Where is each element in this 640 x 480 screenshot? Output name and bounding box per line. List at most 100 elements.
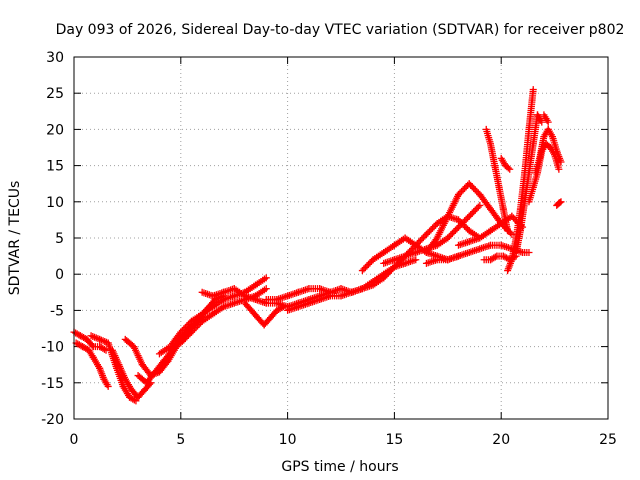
data-point [397,257,405,265]
data-point [555,165,563,173]
data-point [458,219,466,227]
data-point [262,274,270,282]
x-tick-label: 5 [176,432,185,448]
data-point [430,223,438,231]
data-point [189,327,197,335]
data-point [504,164,512,172]
data-point [180,336,188,344]
data-point [461,184,469,192]
data-point [398,255,406,263]
data-point [262,285,270,293]
data-point [468,209,476,217]
data-point [181,323,189,331]
data-point [358,267,366,275]
data-point [279,303,287,311]
data-point [451,226,459,234]
data-point [187,328,195,336]
data-point [525,248,533,256]
data-point [424,229,432,237]
data-point [104,382,112,390]
data-point [178,327,186,335]
data-point [192,323,200,331]
x-axis: 0 5 10 15 20 25 [70,57,617,448]
data-point [186,330,194,338]
data-point [474,203,482,211]
data-point [445,232,453,240]
data-series [540,111,552,126]
data-series [241,299,287,329]
data-series [70,328,110,354]
data-point [444,234,452,242]
data-series [198,285,334,311]
data-point [458,187,466,195]
data-point [395,258,403,266]
data-point [406,247,414,255]
x-tick-label: 20 [492,432,510,448]
x-tick-label: 10 [279,432,297,448]
y-axis: -20 -15 -10 -5 0 5 10 15 20 25 30 [41,50,608,428]
data-series [531,125,565,177]
data-point [418,235,426,243]
data-point [364,260,372,268]
data-point [454,223,462,231]
x-tick-label: 15 [385,432,403,448]
data-point [556,199,564,207]
data-point [462,224,470,232]
data-point [456,189,464,197]
data-point [410,243,418,251]
data-point [557,158,565,166]
data-point [361,263,369,271]
data-series [422,241,533,267]
data-point [465,180,473,188]
data-point [506,165,514,173]
data-point [467,181,475,189]
y-tick-label: 25 [46,86,64,102]
data-point [471,186,479,194]
data-point [407,246,415,254]
y-tick-label: -15 [41,376,64,392]
data-point [427,226,435,234]
data-point [557,198,565,206]
data-series [553,198,565,209]
data-point [191,325,199,333]
data-point [462,215,470,223]
y-tick-label: 20 [46,122,64,138]
data-point [181,334,189,342]
data-point [177,339,185,347]
data-point [401,252,409,260]
data-point [412,256,420,264]
data-point [508,212,516,220]
data-point [447,231,455,239]
data-point [177,328,185,336]
data-point [454,216,462,224]
data-point [471,206,479,214]
data-point [476,201,484,209]
chart-title: Day 093 of 2026, Sidereal Day-to-day VTE… [56,22,625,38]
plot-frame [73,56,609,420]
data-point [459,186,467,194]
data-point [88,341,96,349]
data-point [421,232,429,240]
x-axis-label: GPS time / hours [281,459,398,475]
data-point [132,397,140,405]
y-tick-label: 5 [55,231,64,247]
data-point [450,228,458,236]
y-axis-label: SDTVAR / TECUs [7,181,23,296]
y-tick-label: 15 [46,159,64,175]
data-point [429,224,437,232]
y-tick-label: -20 [41,412,64,428]
y-tick-label: -10 [41,340,64,356]
data-point [183,322,191,330]
x-tick-label: 25 [599,432,617,448]
data-point [184,320,192,328]
data-point [544,118,552,126]
data-point [194,322,202,330]
data-point [491,253,499,261]
data-point [459,221,467,229]
data-point [363,262,371,270]
data-point [415,238,423,246]
data-point [392,261,400,269]
data-point [130,396,138,404]
data-point [529,86,537,94]
data-point [360,265,368,273]
